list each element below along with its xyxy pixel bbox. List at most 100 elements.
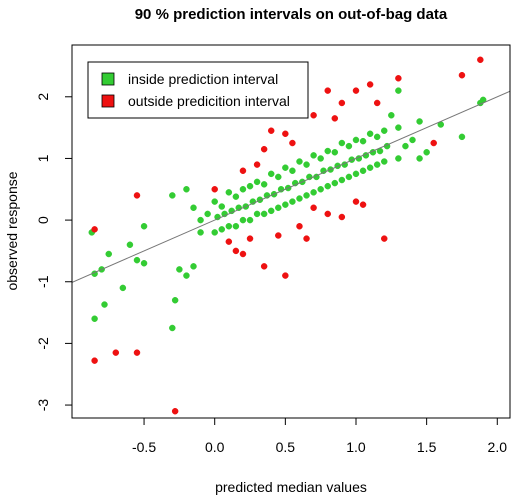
point	[338, 99, 346, 107]
point	[253, 210, 261, 218]
point	[423, 149, 430, 156]
point	[458, 133, 466, 141]
x-axis-label: predicted median values	[215, 479, 367, 495]
point	[267, 127, 275, 134]
point	[91, 226, 98, 233]
plot-frame	[71, 44, 511, 419]
point	[416, 118, 423, 125]
chart-title: 90 % prediction intervals on out-of-bag …	[135, 6, 448, 23]
point	[171, 296, 179, 304]
point	[267, 207, 275, 215]
point	[101, 301, 108, 308]
point	[395, 155, 402, 162]
point	[331, 149, 339, 156]
point	[91, 315, 98, 322]
point	[246, 182, 254, 190]
point	[260, 181, 268, 188]
point	[190, 204, 197, 212]
point	[296, 223, 303, 230]
point	[373, 99, 381, 107]
point	[373, 133, 381, 141]
point	[352, 136, 360, 144]
point	[430, 139, 437, 147]
legend-label: outside predicition interval	[128, 93, 290, 109]
point	[381, 235, 388, 242]
legend-swatch	[101, 94, 115, 108]
y-tick-label: -1	[35, 275, 51, 288]
x-tick-label: 2.0	[488, 439, 508, 455]
point	[324, 182, 331, 190]
y-tick-label: -2	[35, 337, 51, 350]
x-tick-label: 0.5	[276, 439, 296, 455]
legend-swatch	[101, 72, 115, 86]
point	[310, 189, 317, 196]
point	[324, 210, 331, 218]
point	[289, 167, 296, 175]
point	[409, 136, 416, 144]
point	[310, 204, 317, 212]
point	[197, 229, 204, 236]
y-axis-label: observed response	[4, 171, 20, 290]
point	[204, 210, 211, 218]
point	[246, 216, 254, 224]
point	[176, 266, 183, 273]
point	[366, 130, 374, 138]
point	[239, 216, 247, 224]
point	[112, 349, 120, 356]
point	[324, 87, 331, 94]
point	[225, 189, 233, 196]
point	[395, 87, 402, 94]
point	[253, 161, 261, 168]
point	[303, 161, 310, 168]
point	[317, 155, 324, 162]
point	[352, 170, 360, 178]
x-tick-label: 0.0	[205, 439, 225, 455]
point	[218, 203, 226, 210]
point	[211, 229, 218, 236]
point	[239, 250, 247, 258]
point	[190, 263, 197, 270]
point	[260, 263, 268, 270]
point	[171, 407, 179, 415]
point	[388, 112, 395, 119]
point	[381, 127, 388, 134]
point	[239, 167, 247, 175]
point	[211, 198, 218, 205]
point	[282, 272, 289, 279]
point	[169, 324, 176, 332]
point	[289, 139, 296, 147]
point	[338, 213, 346, 221]
point	[218, 226, 226, 233]
point	[253, 178, 261, 186]
point	[352, 87, 360, 94]
point	[282, 164, 289, 171]
point	[133, 192, 141, 199]
point	[133, 256, 141, 264]
point	[296, 158, 303, 165]
point	[91, 357, 98, 364]
point	[331, 179, 339, 187]
point	[197, 216, 204, 224]
point	[416, 155, 423, 162]
point	[303, 235, 310, 242]
point	[352, 198, 360, 205]
x-tick-label: 1.0	[346, 439, 366, 455]
point	[395, 124, 402, 131]
point	[317, 186, 324, 193]
legend-label: inside prediction interval	[128, 71, 278, 87]
point	[310, 112, 317, 119]
point	[458, 71, 466, 79]
point	[260, 145, 268, 153]
point	[395, 75, 402, 82]
point	[275, 173, 282, 181]
point	[282, 201, 289, 208]
point	[126, 241, 134, 249]
point	[289, 198, 296, 205]
point	[225, 238, 233, 245]
point	[296, 195, 303, 202]
point	[169, 192, 176, 199]
identity-line	[72, 90, 510, 283]
point	[232, 193, 240, 200]
point	[232, 247, 240, 255]
point	[275, 204, 282, 212]
